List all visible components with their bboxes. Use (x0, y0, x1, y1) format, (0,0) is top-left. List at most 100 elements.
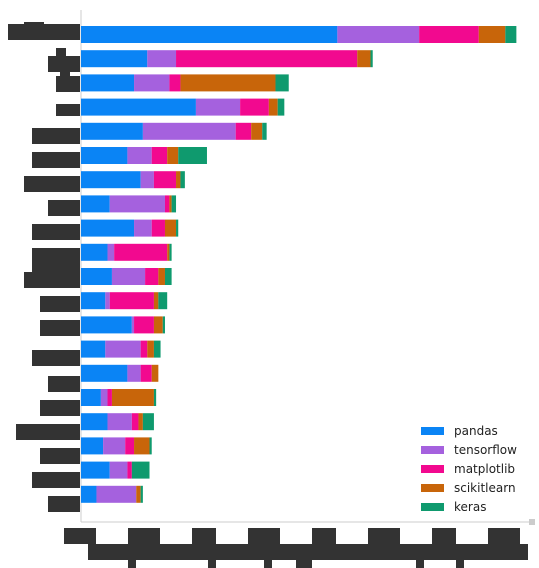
bar-keras-14 (153, 340, 161, 358)
legend-swatch-scikitlearn (421, 484, 444, 492)
legend-swatch-keras (421, 503, 444, 511)
bar-scikitlearn-5 (251, 122, 263, 140)
bar-tensorflow-20 (96, 485, 137, 503)
bar-matplotlib-8 (164, 195, 170, 213)
bar-tensorflow-3 (134, 74, 170, 92)
bar-scikitlearn-13 (153, 316, 163, 334)
bar-matplotlib-18 (125, 437, 135, 455)
bar-pandas-13 (81, 316, 132, 334)
bar-scikitlearn-16 (111, 389, 154, 406)
bar-matplotlib-9 (151, 219, 165, 237)
bar-tensorflow-5 (142, 122, 236, 140)
bar-pandas-2 (81, 50, 148, 68)
bar-pandas-4 (81, 98, 196, 116)
legend-label-scikitlearn: scikitlearn (454, 481, 516, 495)
axes (80, 10, 535, 525)
bar-matplotlib-1 (419, 26, 479, 43)
bar-pandas-7 (81, 171, 141, 189)
bar-scikitlearn-20 (136, 485, 141, 503)
legend-label-tensorflow: tensorflow (454, 443, 517, 457)
bar-pandas-16 (81, 389, 101, 406)
bar-matplotlib-10 (114, 243, 168, 261)
bar-matplotlib-17 (131, 413, 139, 431)
legend-label-pandas: pandas (454, 424, 498, 438)
bar-tensorflow-2 (147, 50, 177, 68)
bar-scikitlearn-15 (151, 364, 159, 382)
bar-tensorflow-18 (103, 437, 126, 455)
legend-swatch-pandas (421, 427, 444, 435)
bar-tensorflow-11 (111, 268, 146, 285)
bar-keras-3 (275, 74, 289, 92)
bar-scikitlearn-17 (138, 413, 143, 431)
bar-tensorflow-14 (105, 340, 141, 358)
bar-keras-12 (158, 292, 168, 310)
bar-keras-10 (169, 243, 172, 261)
bar-pandas-9 (81, 219, 135, 237)
bar-tensorflow-7 (140, 171, 154, 189)
bar-pandas-12 (81, 292, 106, 310)
bar-keras-16 (153, 389, 157, 406)
legend-swatch-matplotlib (421, 465, 444, 473)
bar-keras-18 (149, 437, 152, 455)
bar-tensorflow-8 (109, 195, 165, 213)
bar-tensorflow-12 (105, 292, 110, 310)
bar-pandas-8 (81, 195, 110, 213)
bar-keras-6 (178, 147, 207, 164)
bar-tensorflow-10 (107, 243, 115, 261)
bar-matplotlib-4 (240, 98, 269, 116)
legend-label-keras: keras (454, 500, 486, 514)
bar-pandas-14 (81, 340, 106, 358)
bar-tensorflow-1 (337, 26, 420, 43)
bar-pandas-18 (81, 437, 104, 455)
bar-scikitlearn-1 (478, 26, 506, 43)
bar-matplotlib-14 (140, 340, 148, 358)
bar-pandas-15 (81, 364, 128, 382)
bar-scikitlearn-8 (169, 195, 172, 213)
x-axis-end-marker (529, 519, 535, 525)
bar-matplotlib-15 (140, 364, 152, 382)
bar-pandas-5 (81, 122, 143, 140)
bar-keras-7 (180, 171, 185, 189)
redacted-labels (8, 22, 528, 568)
bar-keras-13 (162, 316, 165, 334)
bars (81, 26, 517, 503)
bar-pandas-17 (81, 413, 108, 431)
bar-scikitlearn-4 (268, 98, 278, 116)
bar-keras-9 (176, 219, 179, 237)
bar-tensorflow-16 (100, 389, 108, 406)
bar-scikitlearn-11 (158, 268, 165, 285)
bar-keras-2 (370, 50, 373, 68)
bar-scikitlearn-12 (153, 292, 159, 310)
legend-swatch-tensorflow (421, 446, 444, 454)
bar-scikitlearn-10 (167, 243, 170, 261)
bar-pandas-11 (81, 268, 112, 285)
bar-pandas-1 (81, 26, 338, 43)
bar-keras-20 (140, 485, 143, 503)
bar-pandas-6 (81, 147, 128, 164)
bar-matplotlib-12 (109, 292, 154, 310)
bar-matplotlib-11 (145, 268, 159, 285)
bar-tensorflow-4 (195, 98, 241, 116)
bar-matplotlib-16 (107, 389, 112, 406)
bar-pandas-3 (81, 74, 135, 92)
bar-keras-19 (131, 461, 150, 479)
bar-keras-17 (142, 413, 154, 431)
bar-tensorflow-6 (127, 147, 152, 164)
bar-tensorflow-9 (134, 219, 152, 237)
bar-matplotlib-3 (169, 74, 181, 92)
bar-scikitlearn-18 (134, 437, 150, 455)
bar-pandas-20 (81, 485, 97, 503)
legend-label-matplotlib: matplotlib (454, 462, 515, 476)
bar-matplotlib-2 (176, 50, 358, 68)
bar-scikitlearn-2 (357, 50, 371, 68)
bar-tensorflow-13 (131, 316, 135, 334)
bar-matplotlib-19 (127, 461, 132, 479)
bar-scikitlearn-14 (147, 340, 154, 358)
bar-scikitlearn-7 (176, 171, 181, 189)
bar-keras-4 (277, 98, 285, 116)
bar-matplotlib-7 (153, 171, 177, 189)
bar-pandas-19 (81, 461, 110, 479)
bar-keras-11 (164, 268, 172, 285)
bar-scikitlearn-9 (164, 219, 177, 237)
